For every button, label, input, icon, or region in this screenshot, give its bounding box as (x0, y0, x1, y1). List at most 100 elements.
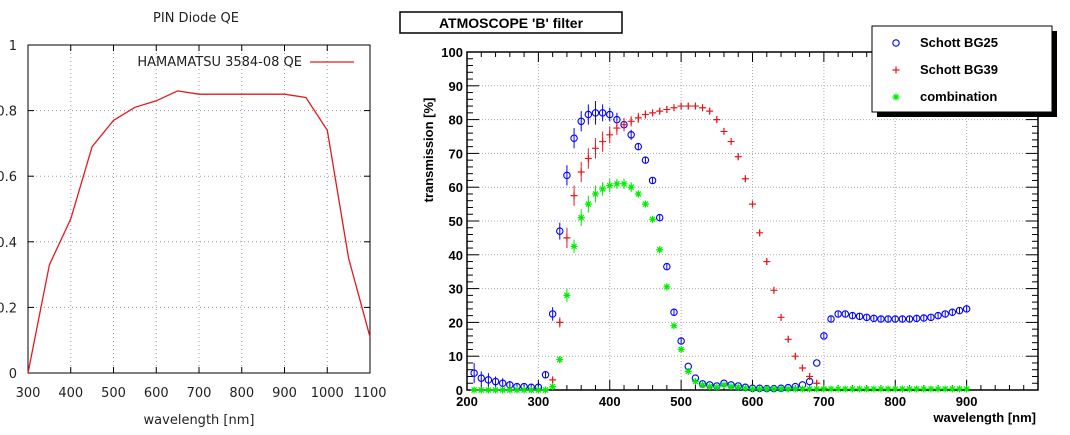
point-combination (770, 385, 778, 393)
point-combination (691, 378, 699, 386)
point-bg25 (641, 156, 650, 164)
point-bg39 (620, 121, 628, 129)
right-y-tick-label: 100 (441, 45, 463, 60)
point-bg39 (670, 104, 678, 112)
left-chart-title: PIN Diode QE (153, 11, 239, 26)
right-chart-grid (467, 52, 1038, 390)
right-title-box: ATMOSCOPE 'B' filter (399, 11, 623, 34)
right-x-tick-labels: 200 300 400 500 600 700 800 900 (456, 394, 977, 409)
right-x-tick-label: 800 (884, 394, 906, 409)
left-x-tick-label: 400 (58, 386, 83, 401)
left-legend: HAMAMATSU 3584-08 QE (137, 55, 354, 70)
point-combination (556, 356, 564, 364)
right-x-tick-label: 300 (528, 394, 550, 409)
point-bg25 (470, 369, 478, 377)
point-bg25 (541, 371, 550, 379)
point-combination (756, 385, 764, 393)
point-combination (706, 383, 714, 391)
point-combination (492, 386, 500, 394)
right-legend-frame (871, 25, 1053, 113)
point-bg39 (791, 352, 799, 360)
right-legend-markers (892, 39, 900, 101)
point-combination (863, 385, 871, 393)
point-bg25 (648, 176, 657, 185)
point-bg25 (841, 310, 850, 318)
point-combination (955, 385, 963, 393)
left-x-tick-label: 1000 (311, 386, 344, 401)
point-bg25 (598, 109, 607, 117)
left-legend-label: HAMAMATSU 3584-08 QE (137, 55, 302, 70)
point-bg25 (948, 308, 957, 317)
right-y-tick-label: 30 (449, 282, 463, 297)
left-x-tick-label: 500 (101, 386, 126, 401)
point-combination (634, 190, 642, 198)
point-bg39 (706, 107, 714, 115)
right-x-tick-label: 900 (956, 394, 978, 409)
point-bg25 (570, 134, 578, 142)
point-bg25 (677, 337, 685, 345)
point-combination (527, 386, 535, 394)
point-bg25 (920, 314, 928, 322)
point-bg39 (734, 153, 742, 161)
point-combination (542, 386, 550, 394)
left-y-tick-label: 0.6 (0, 170, 17, 185)
point-combination (484, 386, 492, 394)
point-bg39 (720, 127, 728, 135)
right-title-frame (399, 11, 623, 34)
point-bg39 (591, 144, 599, 152)
point-combination (470, 386, 478, 394)
point-bg39 (663, 105, 671, 113)
left-y-tick-label: 0.8 (0, 105, 17, 120)
left-chart-grid (28, 45, 370, 373)
point-combination (856, 385, 864, 393)
right-y-tick-label: 50 (449, 214, 463, 229)
right-x-axis-label: wavelength [nm] (932, 410, 1036, 425)
right-y-tick-label: 60 (449, 180, 463, 195)
right-x-tick-label: 600 (742, 394, 764, 409)
right-chart-title: ATMOSCOPE 'B' filter (439, 15, 584, 31)
series-combination (470, 178, 971, 394)
point-combination (749, 385, 756, 393)
right-y-tick-label: 70 (449, 146, 463, 161)
legend-label-bg25: Schott BG25 (920, 35, 998, 50)
point-combination (834, 385, 842, 393)
point-bg25 (870, 314, 878, 323)
point-bg39 (770, 286, 778, 294)
right-x-tick-label: 200 (456, 394, 478, 409)
point-bg39 (563, 234, 571, 242)
point-combination (877, 385, 885, 393)
legend-label-bg39: Schott BG39 (920, 62, 998, 77)
point-bg25 (556, 227, 564, 235)
point-combination (777, 385, 785, 393)
point-bg25 (962, 305, 971, 313)
point-combination (820, 385, 828, 393)
left-x-tick-label: 700 (187, 386, 212, 401)
point-bg39 (634, 114, 642, 122)
point-combination (920, 385, 928, 393)
point-combination (727, 383, 735, 391)
point-combination (906, 385, 914, 393)
right-x-tick-label: 400 (599, 394, 621, 409)
point-combination (577, 214, 585, 222)
left-y-tick-label: 1 (9, 39, 17, 54)
left-x-axis-label: wavelength [nm] (144, 413, 255, 428)
point-combination (627, 183, 635, 191)
point-combination (534, 386, 542, 394)
point-bg39 (606, 131, 614, 139)
right-legend: Schott BG25 Schott BG39 combination (871, 25, 1057, 117)
point-combination (563, 291, 571, 299)
right-y-tick-labels: 0 10 20 30 40 50 60 70 80 90 100 (441, 45, 463, 398)
point-combination (927, 385, 935, 393)
point-bg39 (741, 175, 749, 183)
point-bg25 (477, 374, 486, 382)
qe-curve-line (27, 90, 371, 374)
point-bg39 (684, 102, 692, 110)
point-combination (963, 385, 971, 393)
point-bg39 (749, 200, 756, 208)
point-bg39 (798, 364, 806, 372)
point-combination (763, 385, 771, 393)
point-bg25 (663, 262, 671, 271)
point-bg25 (605, 110, 614, 119)
point-bg39 (699, 104, 707, 112)
